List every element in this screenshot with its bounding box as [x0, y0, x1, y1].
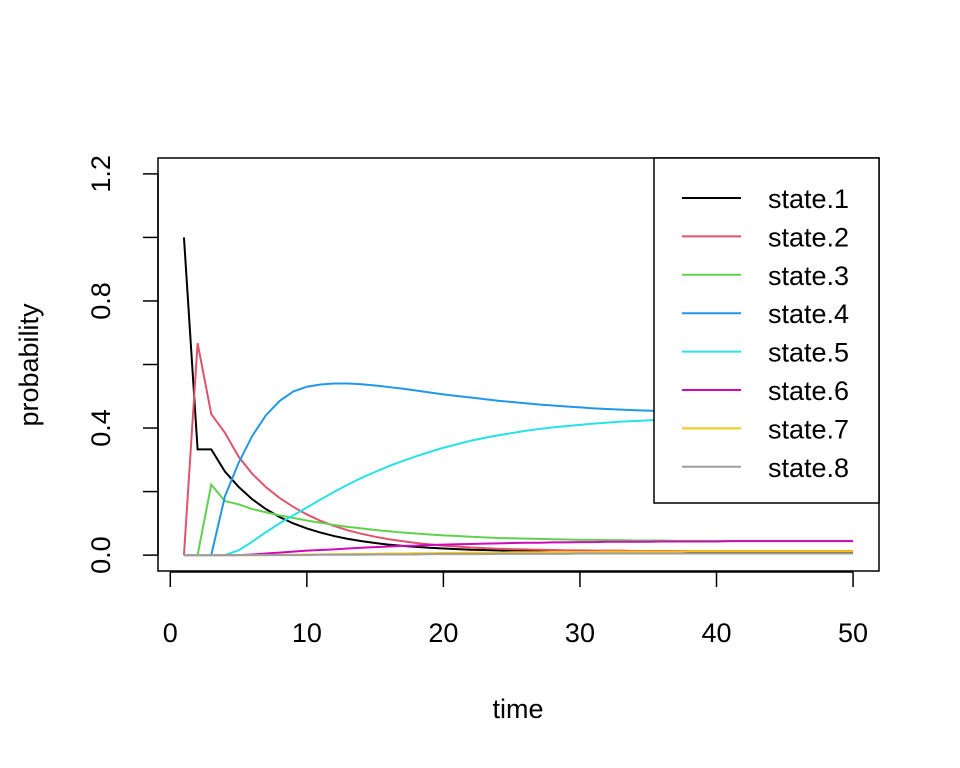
legend-label: state.3	[768, 261, 849, 291]
legend-label: state.2	[768, 222, 849, 252]
x-tick-label: 40	[701, 618, 731, 648]
series-line-state-8	[183, 552, 854, 557]
x-tick-label: 0	[163, 618, 178, 648]
legend-label: state.7	[768, 414, 849, 444]
x-axis: 0 10 20 30 40 50	[163, 571, 868, 648]
x-axis-title: time	[492, 694, 543, 724]
legend-box	[653, 157, 880, 504]
legend-label: state.6	[768, 376, 849, 406]
x-tick-label: 10	[292, 618, 322, 648]
legend-label: state.5	[768, 338, 849, 368]
y-tick-label: 0.4	[86, 409, 116, 447]
x-tick-label: 30	[565, 618, 595, 648]
y-tick-label: 0.0	[86, 536, 116, 574]
y-axis-title: probability	[14, 303, 44, 427]
x-tick-label: 50	[838, 618, 868, 648]
legend-label: state.1	[768, 184, 849, 214]
legend-label: state.8	[768, 453, 849, 483]
series-line-state-6	[183, 540, 854, 557]
legend-label: state.4	[768, 299, 849, 329]
y-axis: 0.0 0.4 0.8 1.2	[86, 155, 159, 574]
y-tick-label: 1.2	[86, 155, 116, 193]
y-tick-label: 0.8	[86, 282, 116, 320]
legend: state.1 state.2 state.3 state.4 state.5 state…	[653, 157, 880, 504]
x-tick-label: 20	[428, 618, 458, 648]
